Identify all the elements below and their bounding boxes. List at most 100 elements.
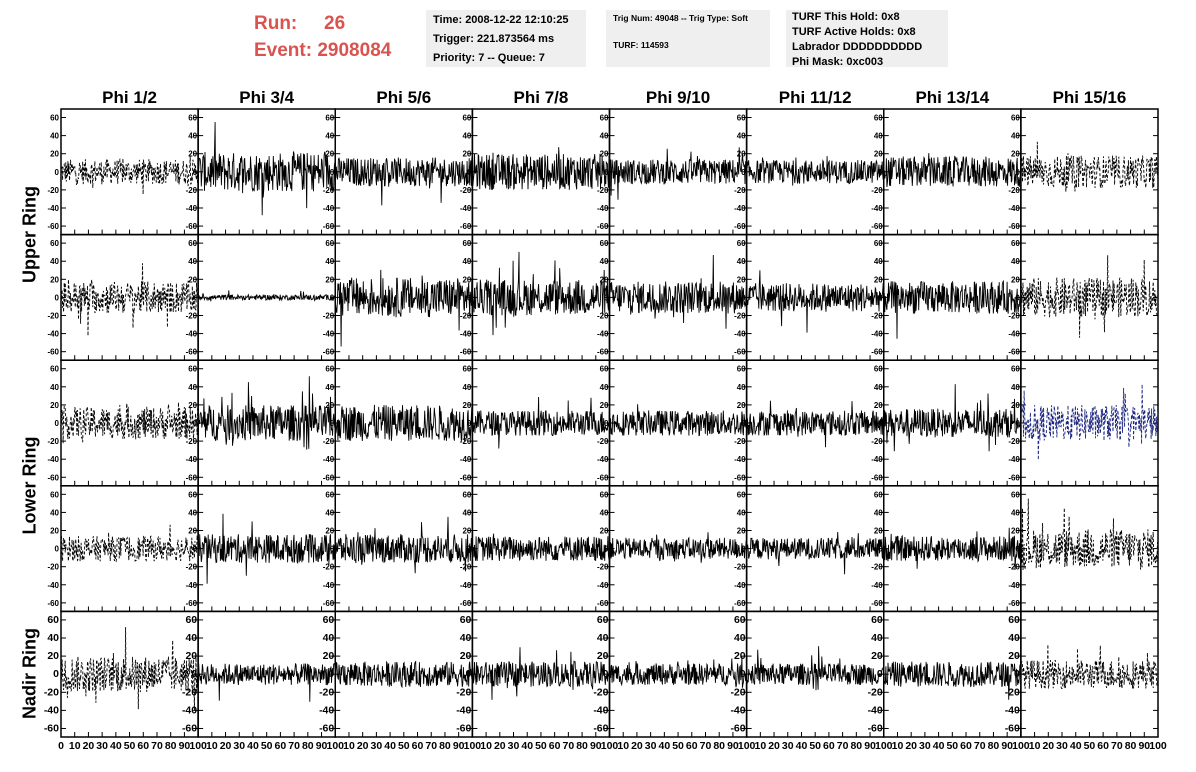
y-tick-label: -40 bbox=[44, 704, 59, 716]
x-tick-label: 50 bbox=[672, 740, 684, 752]
waveform-panel: -60 -40 -20 0 20 40 60 bbox=[734, 233, 885, 361]
y-tick-label: 60 bbox=[323, 614, 335, 626]
y-tick-label: 0 bbox=[330, 545, 335, 554]
x-tick-label: 40 bbox=[933, 740, 945, 752]
x-tick-label: 70 bbox=[425, 740, 437, 752]
turf-this-hold-text: TURF This Hold: 0x8 bbox=[792, 11, 900, 23]
waveform-line bbox=[883, 661, 1021, 700]
y-tick-label: 0 bbox=[330, 419, 335, 428]
y-tick-label: 0 bbox=[877, 668, 883, 680]
y-tick-label: -60 bbox=[186, 348, 198, 357]
waveform-line bbox=[61, 524, 199, 563]
y-tick-label: 40 bbox=[188, 132, 197, 141]
x-tick-label: 20 bbox=[905, 740, 917, 752]
waveform-panel: -60 -40 -20 0 20 40 60 bbox=[47, 485, 199, 613]
y-tick-label: -60 bbox=[597, 348, 609, 357]
waveform-panel: -60 -40 -20 0 20 40 60 bbox=[460, 359, 611, 487]
waveform-line bbox=[472, 251, 610, 336]
y-tick-label: 0 bbox=[328, 668, 334, 680]
y-tick-label: 0 bbox=[878, 168, 883, 177]
waveform-line bbox=[198, 663, 336, 702]
y-tick-label: -20 bbox=[460, 563, 472, 572]
y-tick-label: -60 bbox=[44, 722, 59, 734]
y-tick-label: 20 bbox=[1011, 401, 1020, 410]
y-tick-label: 0 bbox=[330, 293, 335, 302]
waveform-line bbox=[61, 155, 199, 195]
y-tick-label: -20 bbox=[47, 437, 59, 446]
y-tick-label: -20 bbox=[47, 311, 59, 320]
y-tick-label: 40 bbox=[47, 632, 59, 644]
y-tick-label: 40 bbox=[325, 257, 334, 266]
waveform-line bbox=[335, 516, 473, 574]
y-tick-label: 0 bbox=[467, 293, 472, 302]
y-tick-label: 20 bbox=[737, 401, 746, 410]
y-tick-label: 40 bbox=[325, 132, 334, 141]
y-tick-label: -20 bbox=[323, 437, 335, 446]
y-tick-label: 20 bbox=[462, 401, 471, 410]
y-tick-label: 40 bbox=[874, 383, 883, 392]
y-tick-label: 40 bbox=[188, 508, 197, 517]
y-tick-label: 20 bbox=[323, 650, 335, 662]
y-tick-label: -60 bbox=[460, 599, 472, 608]
y-tick-label: 40 bbox=[188, 383, 197, 392]
x-tick-label: 20 bbox=[494, 740, 506, 752]
y-tick-label: 60 bbox=[462, 365, 471, 374]
y-tick-label: 20 bbox=[462, 527, 471, 536]
y-tick-label: 20 bbox=[737, 275, 746, 284]
waveform-panel: -60 -40 -20 0 20 40 60 bbox=[186, 359, 336, 487]
y-tick-label: -40 bbox=[319, 704, 334, 716]
waveform-line bbox=[883, 527, 1021, 570]
y-tick-label: 20 bbox=[325, 527, 334, 536]
waveform-panel: -60 -40 -20 0 20 40 60 bbox=[47, 233, 199, 361]
x-tick-label: 20 bbox=[220, 740, 232, 752]
x-tick-label: 90 bbox=[179, 740, 191, 752]
x-tick-label: 70 bbox=[837, 740, 849, 752]
y-tick-label: 60 bbox=[734, 614, 746, 626]
y-tick-label: -20 bbox=[186, 311, 198, 320]
x-tick-label: 100 bbox=[601, 740, 619, 752]
y-tick-label: 60 bbox=[325, 490, 334, 499]
x-tick-label: 80 bbox=[1125, 740, 1137, 752]
waveform-panel: -60 -40 -20 0 20 40 60 bbox=[734, 108, 885, 236]
y-tick-label: 60 bbox=[50, 114, 59, 123]
y-tick-label: 20 bbox=[460, 650, 472, 662]
y-tick-label: 40 bbox=[50, 132, 59, 141]
y-tick-label: -20 bbox=[871, 563, 883, 572]
y-tick-label: -40 bbox=[734, 204, 746, 213]
y-tick-label: 0 bbox=[193, 168, 198, 177]
y-tick-label: 20 bbox=[462, 275, 471, 284]
waveform-panel: -60 -40 -20 0 20 40 60 bbox=[597, 485, 748, 613]
y-tick-label: -20 bbox=[597, 563, 609, 572]
waveform-line bbox=[1020, 384, 1158, 460]
x-tick-label: 80 bbox=[850, 740, 862, 752]
y-tick-label: 40 bbox=[460, 632, 472, 644]
y-tick-label: 40 bbox=[323, 632, 335, 644]
y-tick-label: 20 bbox=[737, 527, 746, 536]
y-tick-label: 20 bbox=[188, 275, 197, 284]
waveform-line bbox=[746, 646, 884, 691]
y-tick-label: -60 bbox=[323, 348, 335, 357]
y-tick-label: 0 bbox=[1015, 168, 1020, 177]
y-tick-label: 60 bbox=[1011, 239, 1020, 248]
y-tick-label: -20 bbox=[47, 563, 59, 572]
y-tick-label: -60 bbox=[460, 222, 472, 231]
waveform-panel: -60 -40 -20 0 20 40 60 bbox=[323, 485, 474, 613]
x-tick-label: 10 bbox=[480, 740, 492, 752]
column-header: Phi 13/14 bbox=[915, 88, 990, 107]
y-tick-label: -20 bbox=[1008, 437, 1020, 446]
x-tick-label: 80 bbox=[576, 740, 588, 752]
y-tick-label: -60 bbox=[1008, 348, 1020, 357]
waveform-panel: -60 -40 -20 0 20 40 60 bbox=[1008, 359, 1159, 487]
y-tick-label: 40 bbox=[462, 508, 471, 517]
y-tick-label: 20 bbox=[1011, 275, 1020, 284]
y-tick-label: -60 bbox=[323, 599, 335, 608]
y-tick-label: 0 bbox=[1014, 668, 1020, 680]
waveform-line bbox=[609, 147, 747, 200]
y-tick-label: -60 bbox=[186, 222, 198, 231]
x-tick-label: 60 bbox=[823, 740, 835, 752]
event-value: 2908084 bbox=[317, 40, 392, 61]
event-label: Event: bbox=[254, 40, 313, 61]
waveform-line bbox=[472, 533, 610, 562]
